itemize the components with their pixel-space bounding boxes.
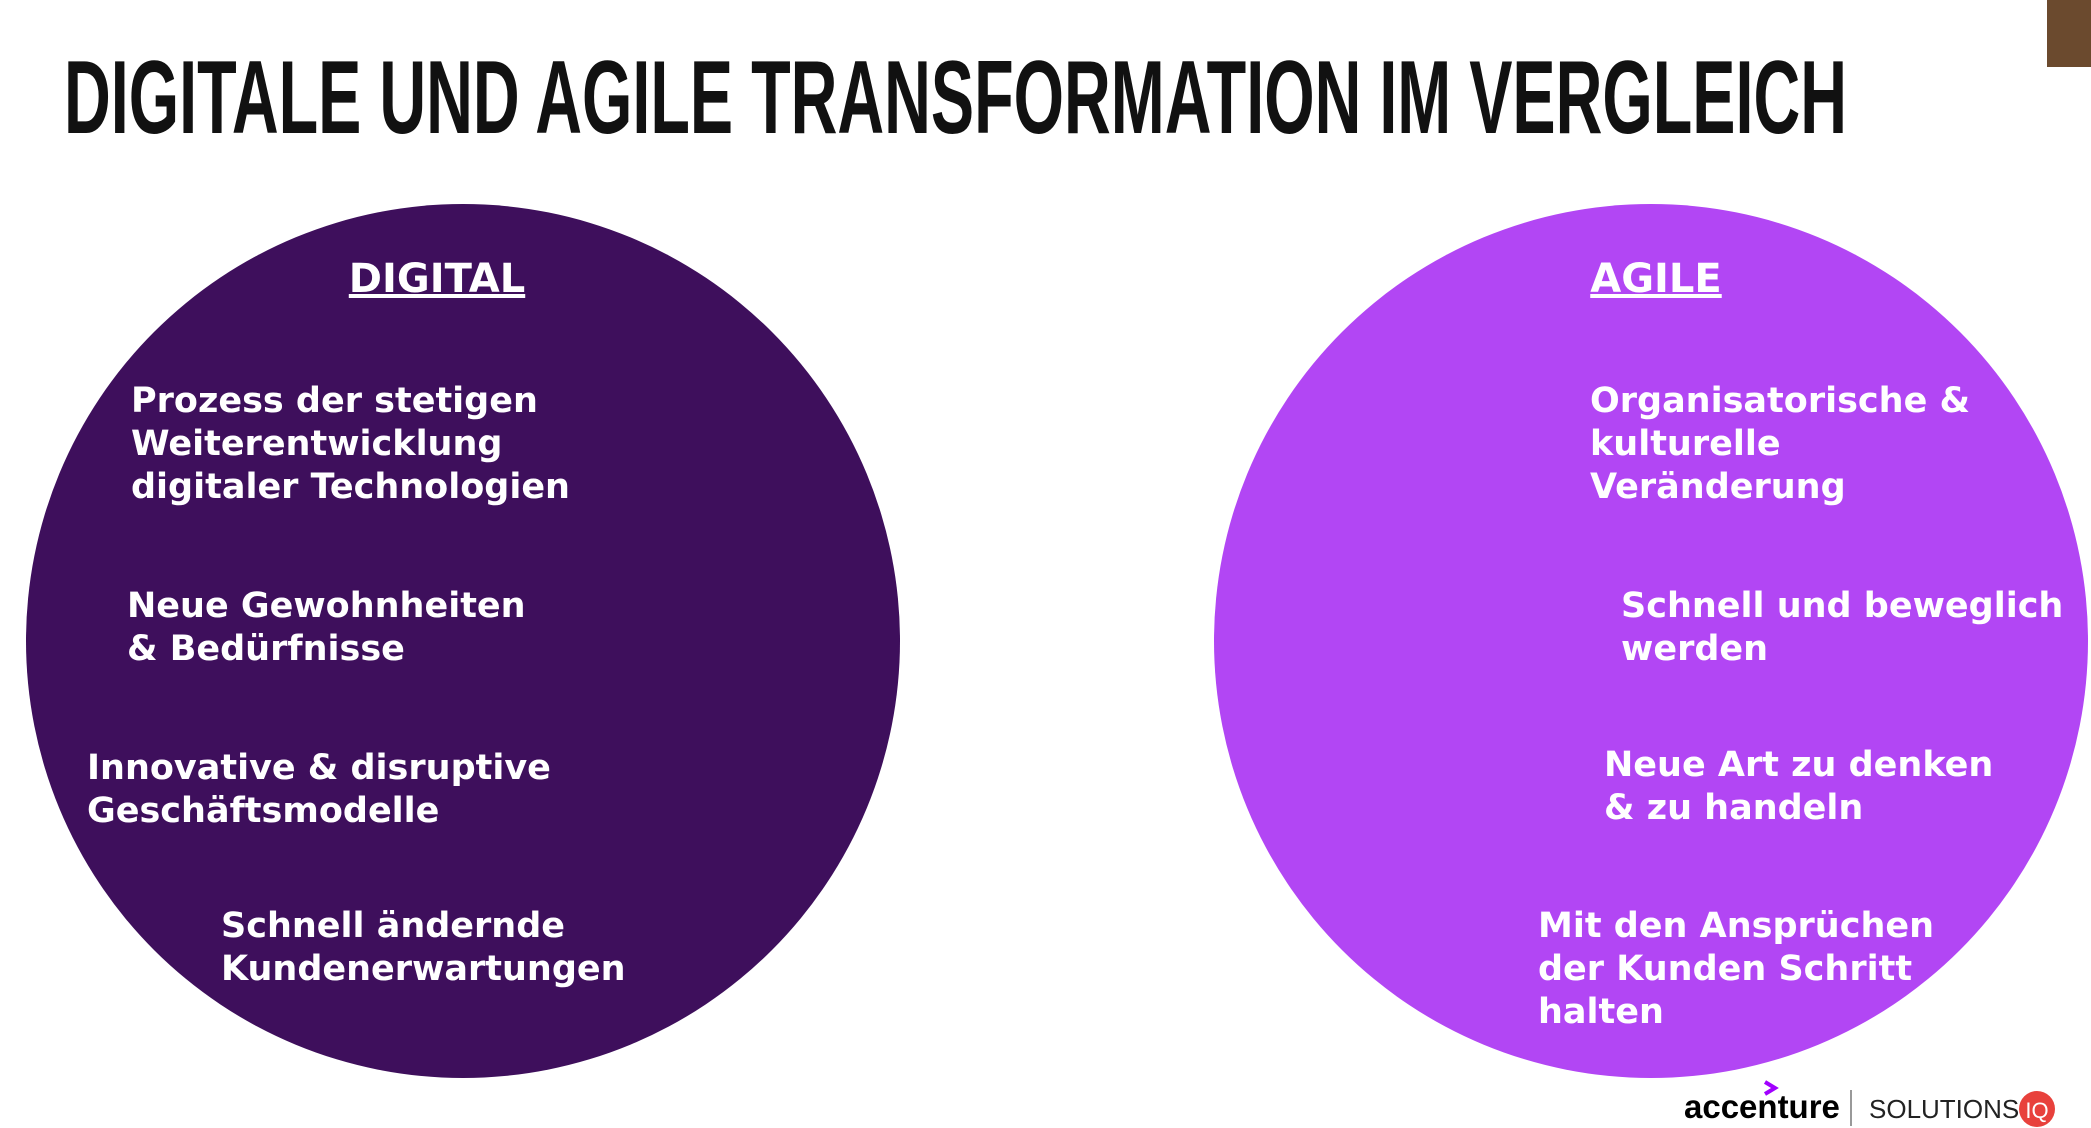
item-line: Schnell und beweglich [1621, 586, 2063, 626]
item-line: Geschäftsmodelle [87, 791, 439, 831]
item-line: Veränderung [1590, 467, 1846, 507]
product-logo: SOLUTIONS [1869, 1094, 2019, 1124]
item-line: halten [1538, 992, 1664, 1032]
agile-circle [1214, 204, 2088, 1078]
slide-title: DIGITALE UND AGILE TRANSFORMATION IM VER… [64, 40, 1847, 156]
item-line: Organisatorische & [1590, 381, 1970, 421]
brand-accent [1763, 1080, 1779, 1096]
item-line: digitaler Technologien [131, 467, 570, 507]
item-line: Mit den Ansprüchen [1538, 906, 1934, 946]
content: DIGITAL Prozess der stetigenWeiterentwick… [87, 256, 2063, 1032]
item-line: kulturelle [1590, 424, 1781, 464]
item-line: Neue Art zu denken [1604, 745, 1993, 785]
item-line: & Bedürfnisse [127, 629, 405, 669]
section-heading: AGILE [1590, 256, 1721, 302]
item-line: Neue Gewohnheiten [127, 586, 526, 626]
item-line: Innovative & disruptive [87, 748, 551, 788]
badge-text: IQ [2025, 1098, 2048, 1123]
item-line: & zu handeln [1604, 788, 1863, 828]
item-line: Weiterentwicklung [131, 424, 502, 464]
item-line: Kundenerwartungen [221, 949, 626, 989]
item-line: der Kunden Schritt [1538, 949, 1912, 989]
digital-circle [26, 204, 900, 1078]
thumbnail [2047, 0, 2091, 67]
item-line: Schnell ändernde [221, 906, 565, 946]
item-line: werden [1621, 629, 1768, 669]
badge-circle [2019, 1091, 2055, 1127]
brand-logo: accenture [1684, 1088, 1840, 1125]
item-line: Prozess der stetigen [131, 381, 538, 421]
section-heading: DIGITAL [349, 256, 525, 302]
